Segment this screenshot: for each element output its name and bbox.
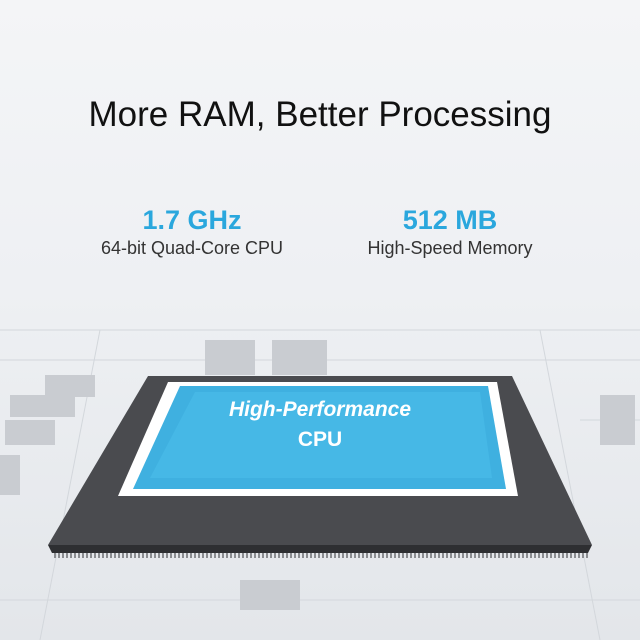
chip-pins — [54, 553, 588, 558]
memory-label: High-Speed Memory — [367, 238, 533, 258]
cpu-stat: 1.7 GHz 64-bit Quad-Core CPU — [62, 205, 322, 259]
cpu-speed: 1.7 GHz — [142, 205, 242, 235]
chip-label-line1: High-Performance — [228, 398, 412, 421]
cpu-label: 64-bit Quad-Core CPU — [100, 238, 284, 258]
board-components — [0, 340, 635, 610]
page-title: More RAM, Better Processing — [88, 95, 552, 134]
chip-label-line2: CPU — [297, 428, 343, 451]
chip-label: High-Performance CPU — [0, 395, 640, 455]
memory-size: 512 MB — [402, 205, 498, 235]
memory-stat: 512 MB High-Speed Memory — [320, 205, 580, 259]
